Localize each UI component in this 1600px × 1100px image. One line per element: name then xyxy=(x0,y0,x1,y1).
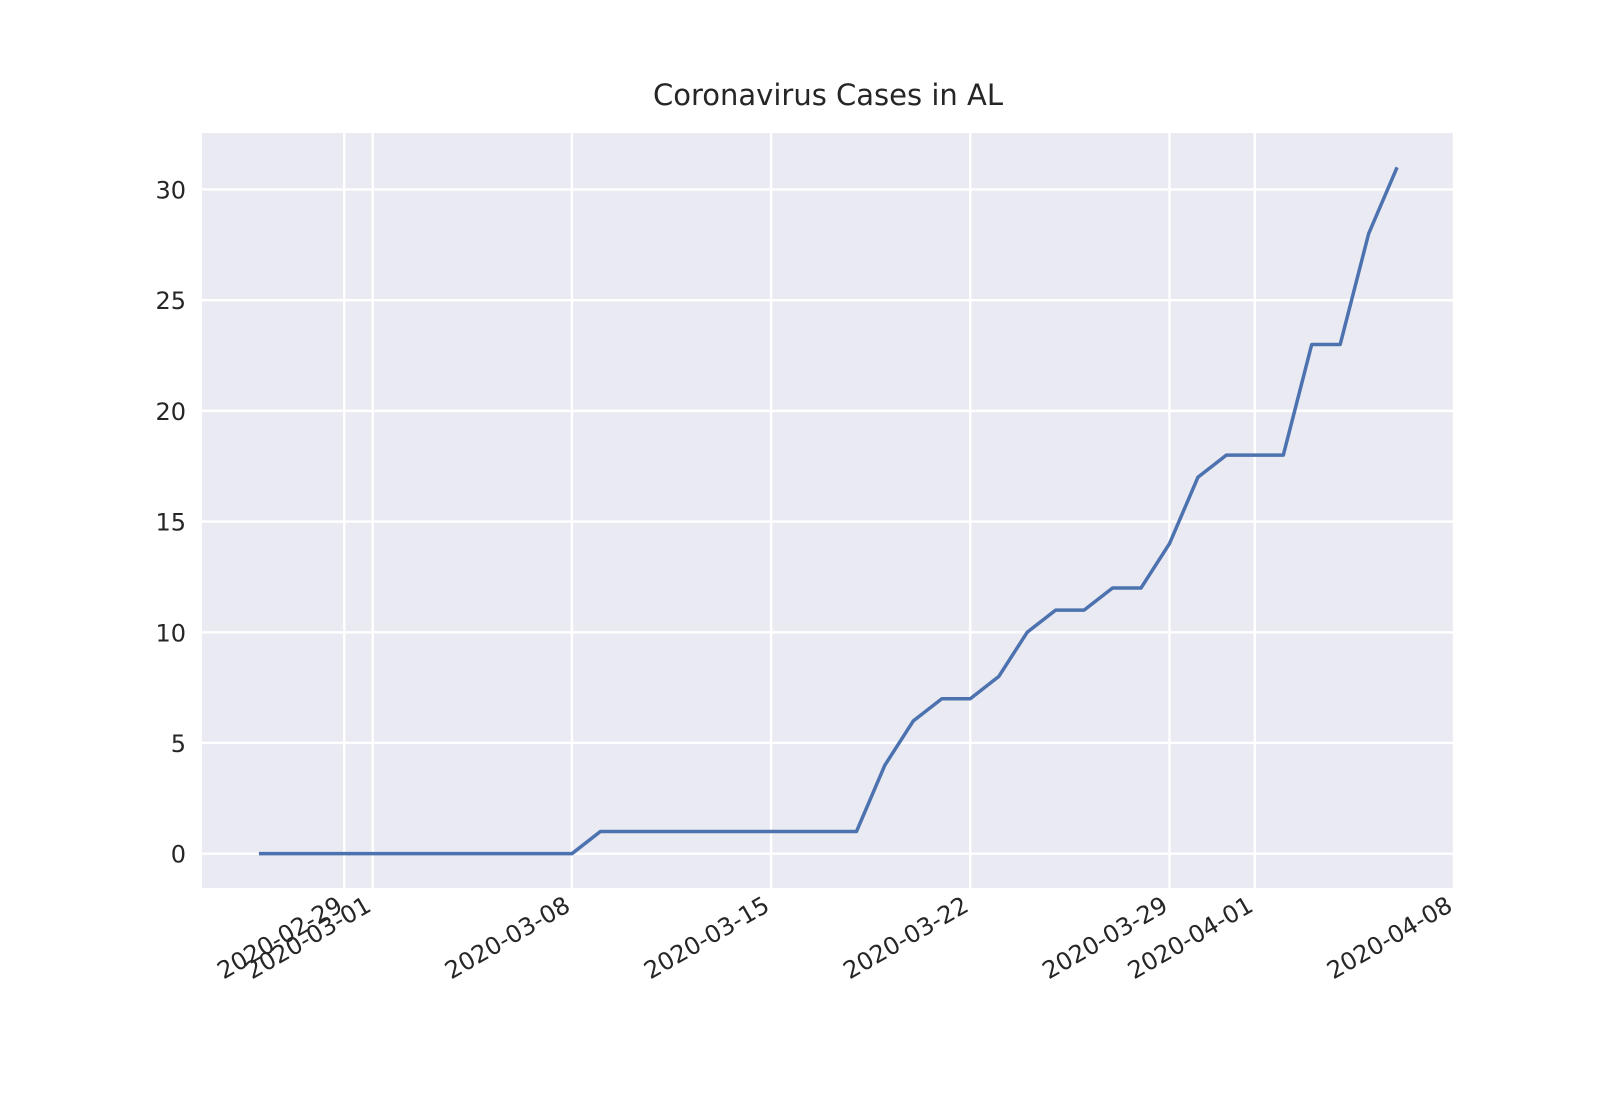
x-tick-label: 2020-04-08 xyxy=(1322,891,1457,985)
y-tick-label: 20 xyxy=(155,398,186,426)
y-tick-label: 25 xyxy=(155,287,186,315)
chart-title: Coronavirus Cases in AL xyxy=(653,78,1003,112)
y-tick-label: 30 xyxy=(155,176,186,204)
x-tick-label: 2020-03-15 xyxy=(639,891,774,985)
plot-area xyxy=(202,133,1454,888)
y-tick-label: 10 xyxy=(155,619,186,647)
line xyxy=(258,166,1399,856)
x-tick-label: 2020-03-22 xyxy=(838,891,973,985)
y-tick-label: 15 xyxy=(155,509,186,537)
x-tick-label: 2020-03-08 xyxy=(440,891,575,985)
y-tick-label: 5 xyxy=(171,730,186,758)
y-tick-label: 0 xyxy=(171,841,186,869)
